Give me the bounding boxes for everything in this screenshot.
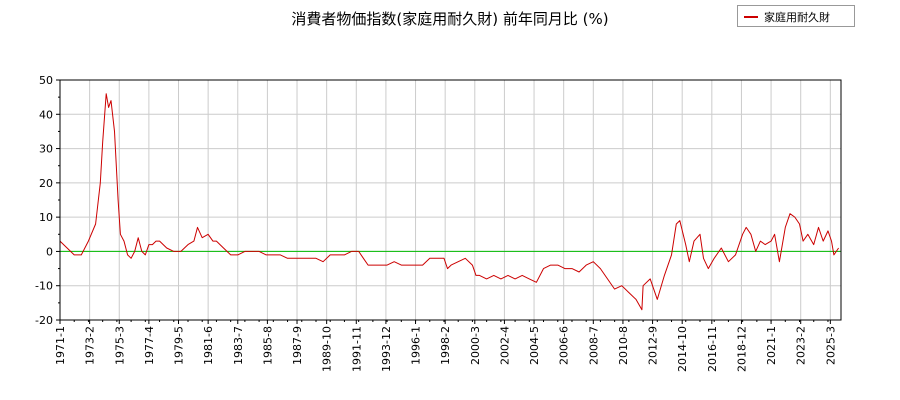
x-tick-label: 1975-3 bbox=[113, 326, 126, 365]
x-tick-label: 1983-7 bbox=[232, 326, 245, 365]
x-tick-label: 2014-10 bbox=[676, 326, 689, 372]
x-tick-label: 2012-9 bbox=[647, 326, 660, 365]
x-tick-label: 1973-2 bbox=[84, 326, 97, 365]
chart-title: 消費者物価指数(家庭用耐久財) 前年同月比 (%) bbox=[291, 10, 609, 28]
x-tick-label: 2004-5 bbox=[528, 326, 541, 365]
grid bbox=[59, 79, 841, 321]
x-tick-label: 2008-7 bbox=[587, 326, 600, 365]
legend: 家庭用耐久財 bbox=[737, 5, 855, 27]
y-tick-label: 30 bbox=[39, 143, 53, 156]
x-tick-label: 1989-10 bbox=[321, 326, 334, 372]
x-tick-label: 2010-8 bbox=[617, 326, 630, 365]
y-tick-label: -20 bbox=[35, 314, 53, 327]
x-tick-label: 1987-9 bbox=[291, 326, 304, 365]
y-tick-labels: -20 -10 0 10 20 30 40 50 bbox=[35, 74, 53, 327]
legend-swatch bbox=[744, 16, 758, 18]
x-tick-label: 2016-11 bbox=[706, 326, 719, 372]
x-tick-label: 1993-12 bbox=[380, 326, 393, 372]
x-tick-label: 1971-1 bbox=[54, 326, 67, 365]
x-tick-label: 2006-6 bbox=[558, 326, 571, 365]
y-tick-label: 20 bbox=[39, 177, 53, 190]
axes bbox=[56, 79, 842, 324]
x-tick-label: 2023-2 bbox=[795, 326, 808, 365]
x-tick-label: 2025-3 bbox=[824, 326, 837, 365]
y-tick-label: -10 bbox=[35, 280, 53, 293]
x-tick-label: 1985-8 bbox=[261, 326, 274, 365]
x-tick-label: 1981-6 bbox=[202, 326, 215, 365]
y-tick-label: 0 bbox=[46, 245, 53, 258]
x-tick-label: 1996-1 bbox=[410, 326, 423, 365]
y-tick-label: 50 bbox=[39, 74, 53, 87]
x-tick-labels: 1971-1 1973-2 1975-3 1977-4 1979-5 1981-6 1983… bbox=[54, 326, 837, 372]
y-tick-label: 40 bbox=[39, 108, 53, 121]
plot-frame bbox=[59, 79, 842, 321]
x-tick-label: 1998-2 bbox=[439, 326, 452, 365]
x-tick-label: 2018-12 bbox=[735, 326, 748, 372]
series-line-家庭用耐久財 bbox=[59, 93, 840, 311]
y-tick-label: 10 bbox=[39, 211, 53, 224]
x-tick-label: 2002-4 bbox=[498, 326, 511, 365]
legend-label: 家庭用耐久財 bbox=[764, 11, 830, 24]
series-lines bbox=[59, 93, 840, 311]
x-tick-label: 1977-4 bbox=[143, 326, 156, 365]
x-tick-label: 2021-1 bbox=[765, 326, 778, 365]
x-tick-label: 1991-11 bbox=[350, 326, 363, 372]
x-tick-label: 2000-3 bbox=[469, 326, 482, 365]
x-tick-label: 1979-5 bbox=[173, 326, 186, 365]
